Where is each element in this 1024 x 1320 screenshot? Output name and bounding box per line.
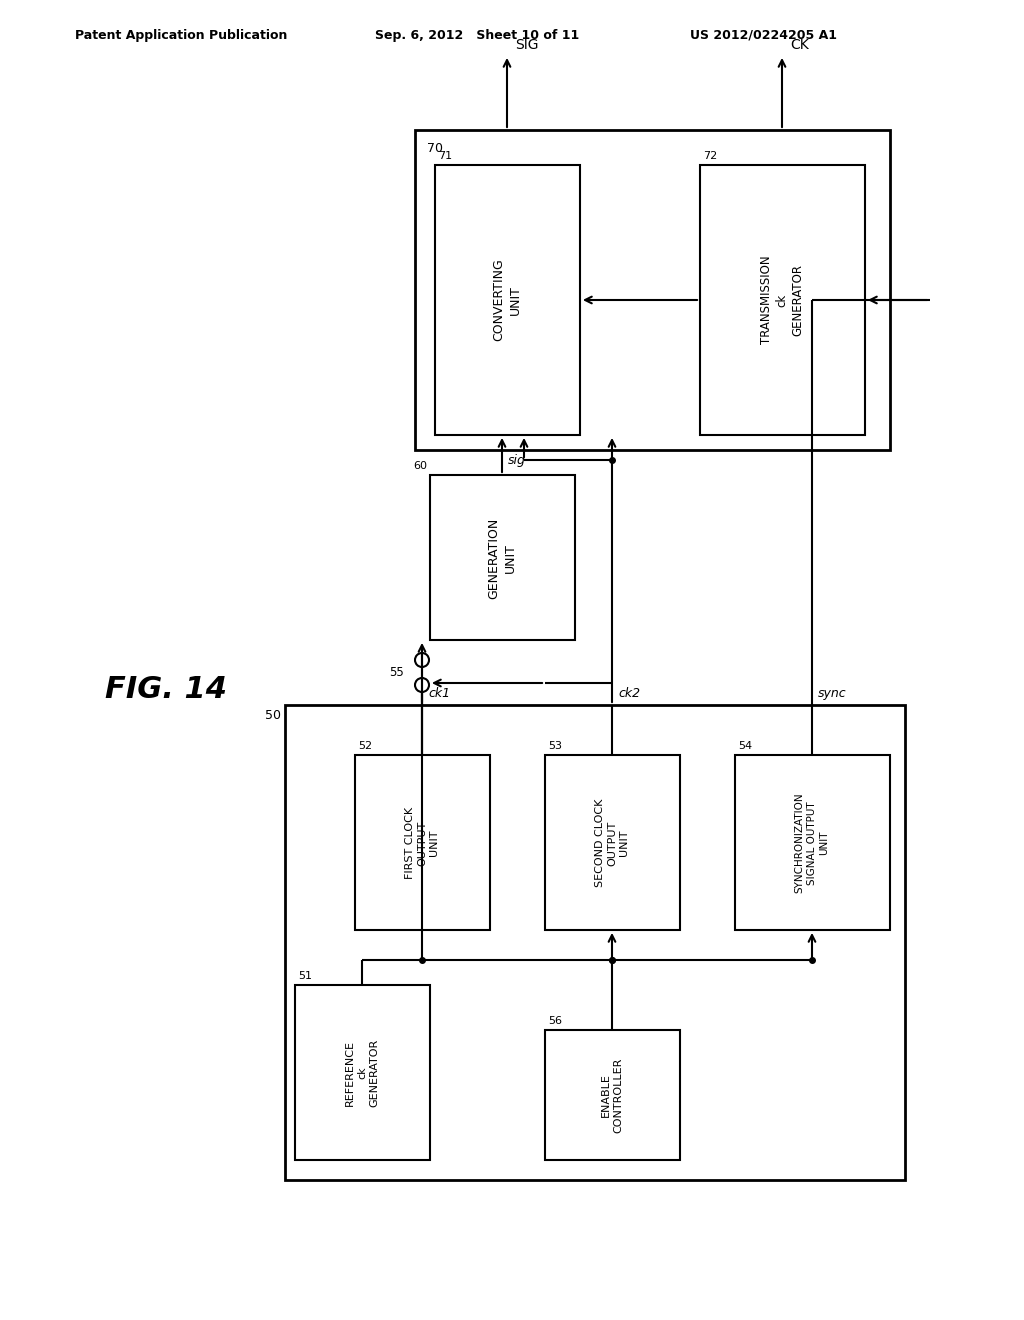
- Text: Patent Application Publication: Patent Application Publication: [75, 29, 288, 41]
- Text: US 2012/0224205 A1: US 2012/0224205 A1: [690, 29, 837, 41]
- Text: TRANSMISSION
ck
GENERATOR: TRANSMISSION ck GENERATOR: [760, 256, 805, 345]
- Text: 60: 60: [413, 461, 427, 471]
- Text: SECOND CLOCK
OUTPUT
UNIT: SECOND CLOCK OUTPUT UNIT: [595, 799, 630, 887]
- Text: Sep. 6, 2012   Sheet 10 of 11: Sep. 6, 2012 Sheet 10 of 11: [375, 29, 580, 41]
- Text: 51: 51: [298, 972, 312, 981]
- Text: SYNCHRONIZATION
SIGNAL OUTPUT
UNIT: SYNCHRONIZATION SIGNAL OUTPUT UNIT: [795, 793, 829, 894]
- Text: ck2: ck2: [618, 686, 640, 700]
- Text: 71: 71: [438, 150, 453, 161]
- Text: ck1: ck1: [428, 686, 451, 700]
- Text: ENABLE
CONTROLLER: ENABLE CONTROLLER: [601, 1057, 624, 1133]
- Text: 54: 54: [738, 741, 752, 751]
- Text: 53: 53: [548, 741, 562, 751]
- Text: GENERATION
UNIT: GENERATION UNIT: [487, 517, 516, 599]
- Bar: [545, 1030, 680, 1160]
- Text: REFERENCE
ck
GENERATOR: REFERENCE ck GENERATOR: [345, 1039, 380, 1107]
- Bar: [545, 755, 680, 931]
- Text: sig: sig: [508, 454, 526, 467]
- Text: 52: 52: [358, 741, 372, 751]
- Bar: [355, 755, 490, 931]
- Bar: [430, 475, 575, 640]
- Text: 70: 70: [427, 143, 443, 154]
- Text: SIG: SIG: [515, 38, 539, 51]
- Text: CK: CK: [790, 38, 809, 51]
- Text: 56: 56: [548, 1016, 562, 1026]
- Text: CONVERTING
UNIT: CONVERTING UNIT: [493, 259, 521, 342]
- Text: FIRST CLOCK
OUTPUT
UNIT: FIRST CLOCK OUTPUT UNIT: [404, 807, 439, 879]
- Text: 72: 72: [703, 150, 717, 161]
- Bar: [415, 129, 890, 450]
- Bar: [285, 705, 905, 1180]
- Text: 55: 55: [389, 667, 404, 680]
- Bar: [435, 165, 580, 436]
- Bar: [295, 985, 430, 1160]
- Bar: [735, 755, 890, 931]
- Text: FIG. 14: FIG. 14: [105, 676, 227, 705]
- Bar: [700, 165, 865, 436]
- Text: 50: 50: [265, 709, 281, 722]
- Text: sync: sync: [818, 686, 847, 700]
